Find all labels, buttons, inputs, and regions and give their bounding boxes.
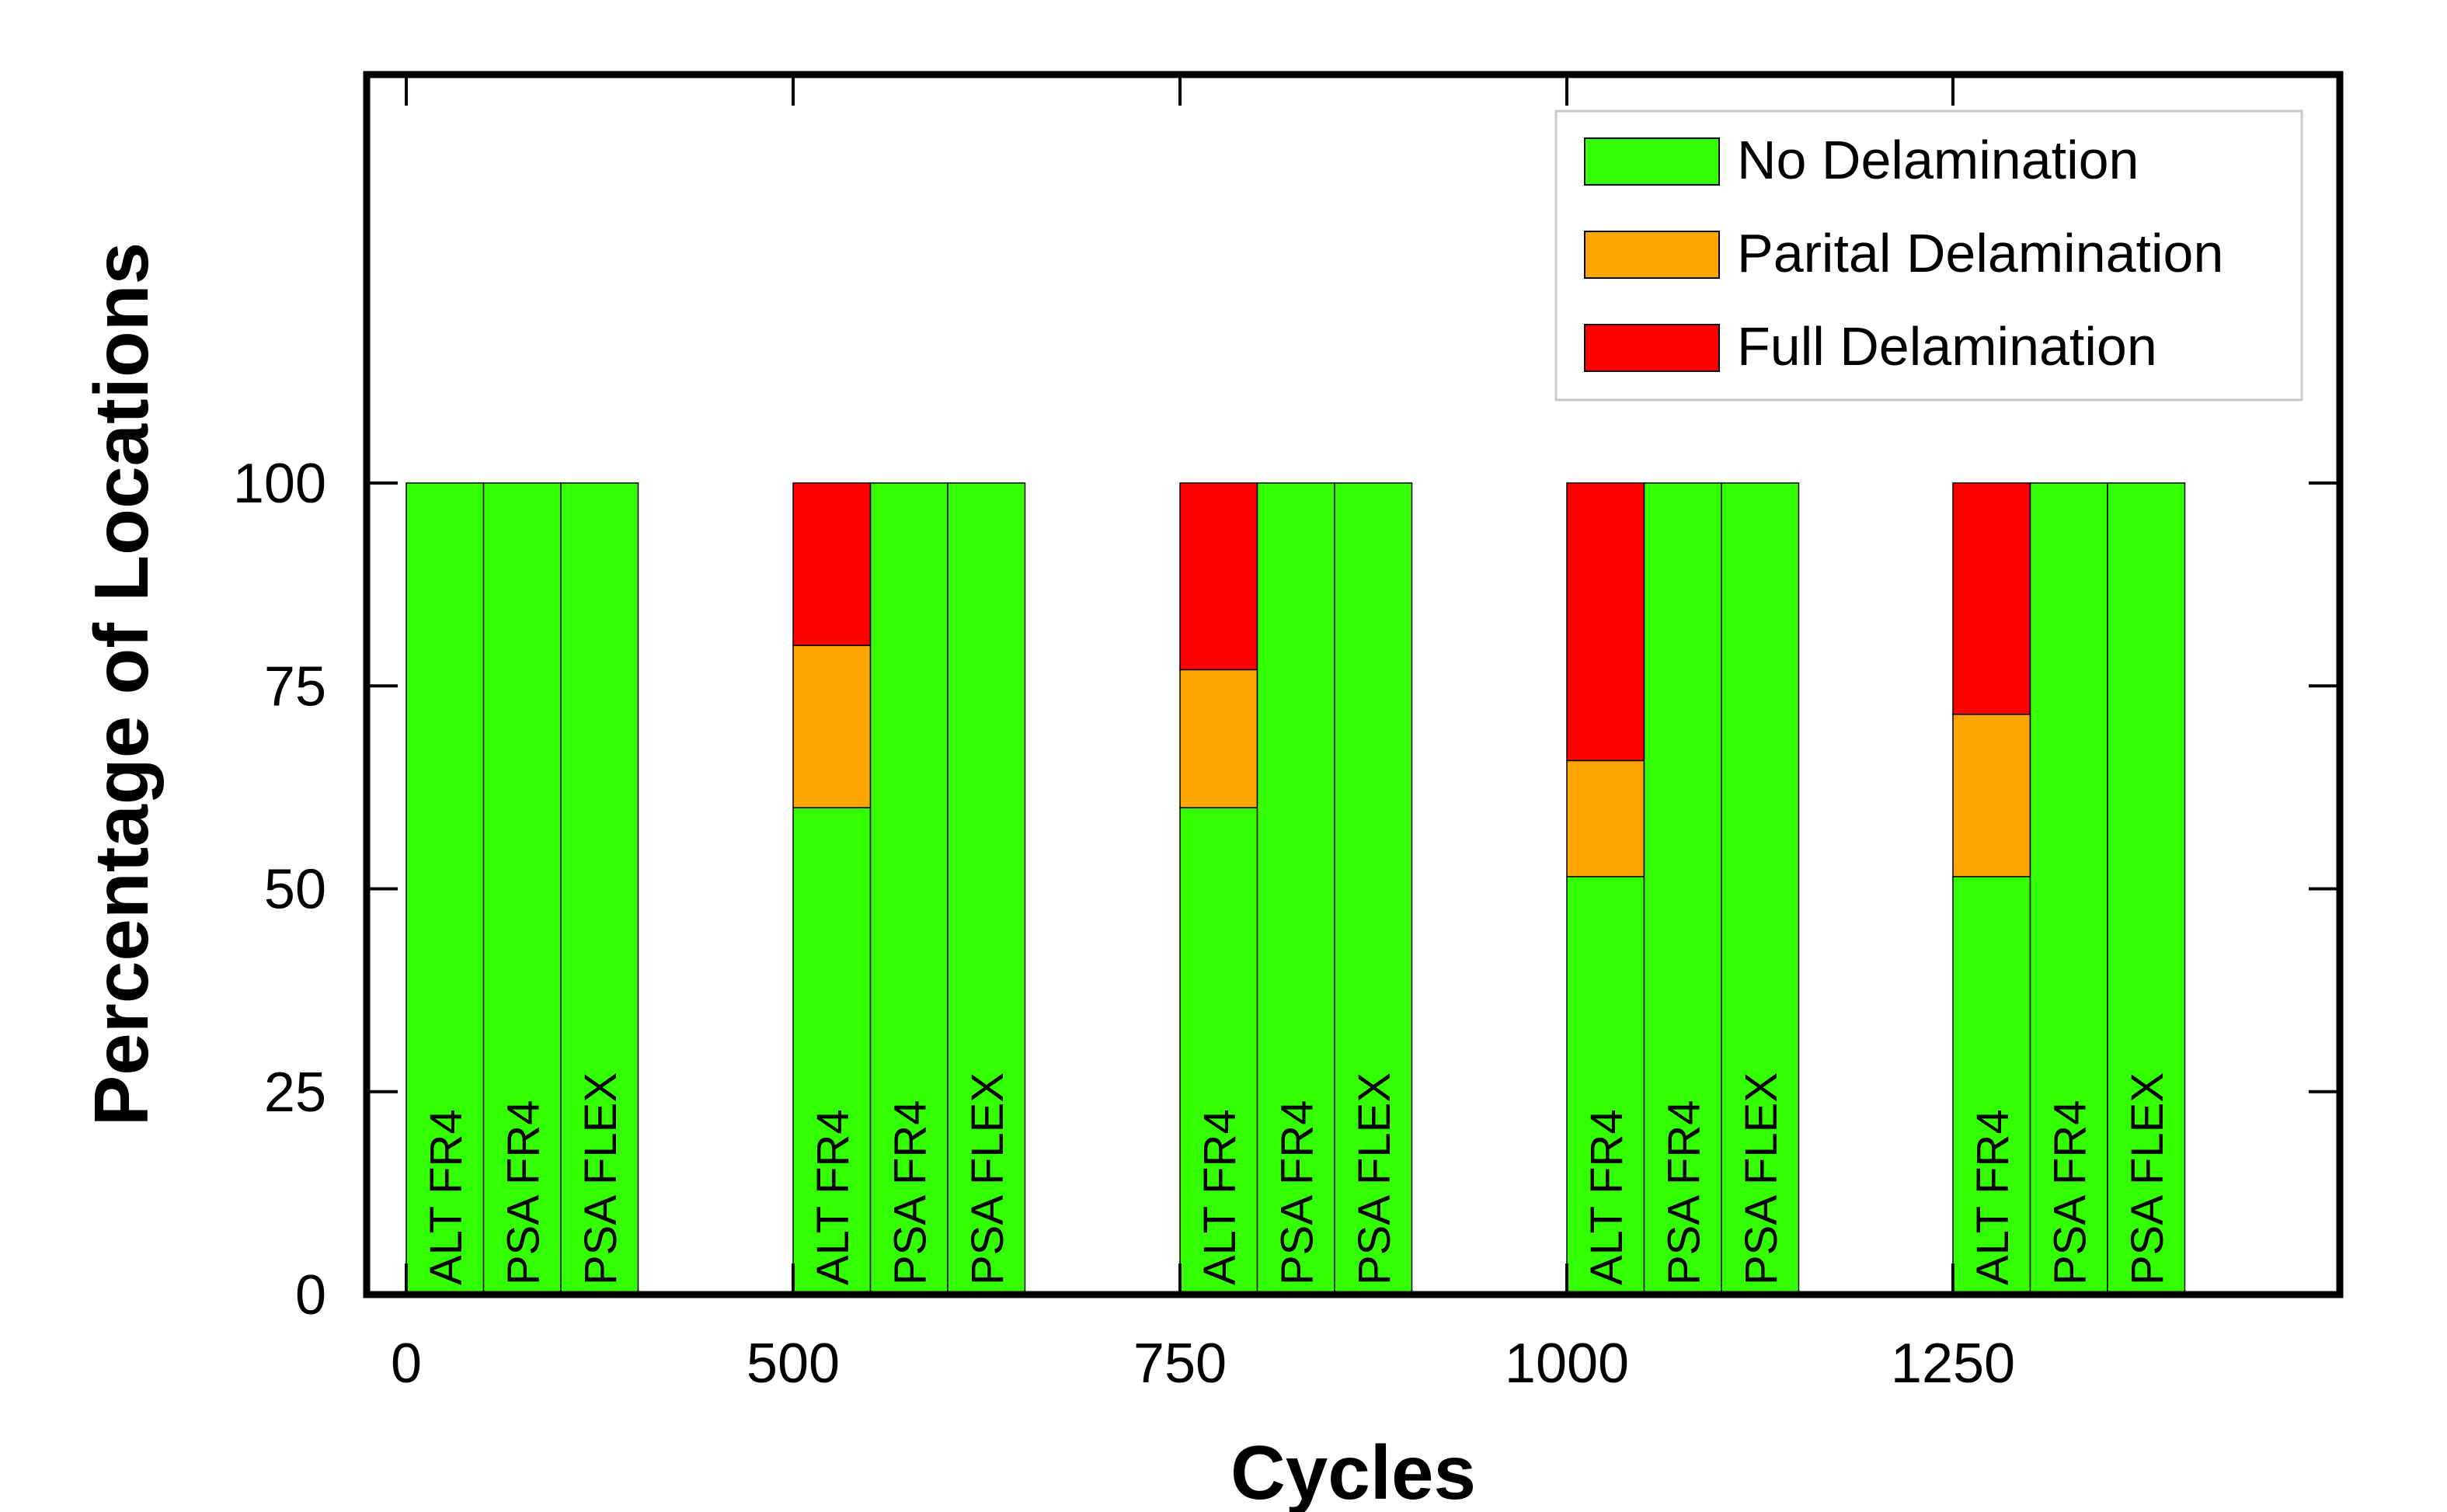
bar-segment-partial (1566, 759, 1645, 878)
y-tick-label: 0 (295, 1264, 326, 1326)
bar-segment-no (2107, 482, 2186, 1295)
x-tick-label: 500 (747, 1333, 840, 1395)
bar-label: PSA FR4 (1272, 1100, 1322, 1285)
bar-label: PSA FLEX (576, 1072, 626, 1285)
legend-label-full: Full Delamination (1737, 316, 2157, 377)
bar-label: PSA FLEX (2122, 1072, 2173, 1285)
x-axis-title: Cycles (1230, 1430, 1476, 1512)
legend-swatch-partial (1584, 231, 1720, 279)
bar-segment-no (2029, 482, 2108, 1295)
bar-segment-full (1566, 482, 1645, 762)
legend-swatch-full (1584, 324, 1720, 372)
bar-label: ALT FR4 (1582, 1109, 1632, 1285)
bars-layer (406, 482, 2186, 1295)
bar-label: PSA FR4 (498, 1100, 548, 1285)
bar-segment-partial (792, 645, 872, 808)
bar-label: PSA FR4 (1659, 1100, 1709, 1285)
bar-label: PSA FLEX (962, 1072, 1013, 1285)
y-tick-label: 50 (264, 859, 326, 921)
bar-segment-no (1334, 482, 1413, 1295)
bar-label: PSA FR4 (2045, 1100, 2095, 1285)
bar-segment-no (560, 482, 639, 1295)
bar-label: ALT FR4 (1968, 1109, 2018, 1285)
bar-segment-full (792, 482, 872, 646)
bar-segment-no (792, 807, 872, 1295)
legend: No Delamination Parital Delamination Full … (1554, 109, 2303, 401)
bar-segment-no (1952, 876, 2031, 1295)
legend-swatch-no (1584, 137, 1720, 186)
bar-segment-no (1721, 482, 1800, 1295)
x-tick-label: 1000 (1505, 1333, 1629, 1395)
bar-segment-full (1952, 482, 2031, 715)
plot-frame (363, 71, 2344, 1298)
bar-segment-no (406, 482, 485, 1295)
legend-label-no: No Delamination (1737, 130, 2139, 190)
y-tick-label: 100 (233, 453, 326, 515)
bar-label: PSA FR4 (885, 1100, 935, 1285)
bar-label: PSA FLEX (1349, 1072, 1400, 1285)
bar-label: ALT FR4 (421, 1109, 472, 1285)
bar-label: ALT FR4 (808, 1109, 858, 1285)
y-tick-label: 25 (264, 1062, 326, 1124)
legend-items: No Delamination Parital Delamination Full … (1584, 130, 2223, 377)
x-tick-label: 1250 (1891, 1333, 2015, 1395)
labels-layer: ALT FR4 PSA FR4 PSA FLEX ALT FR4 PSA FR4 PSA … (233, 453, 2173, 1395)
bar-label: PSA FLEX (1736, 1072, 1787, 1285)
bar-segment-no (1643, 482, 1722, 1295)
y-axis-title: Percentage of Locations (78, 242, 164, 1126)
bar-segment-no (947, 482, 1026, 1295)
bar-segment-no (1256, 482, 1335, 1295)
bar-segment-partial (1952, 714, 2031, 878)
bar-segment-no (482, 482, 562, 1295)
y-tick-label: 75 (264, 655, 326, 718)
x-tick-label: 0 (391, 1333, 422, 1395)
bar-label: ALT FR4 (1195, 1109, 1245, 1285)
bar-segment-full (1179, 482, 1258, 671)
x-tick-label: 750 (1133, 1333, 1227, 1395)
bar-segment-partial (1179, 669, 1258, 808)
legend-label-partial: Parital Delamination (1737, 223, 2223, 283)
